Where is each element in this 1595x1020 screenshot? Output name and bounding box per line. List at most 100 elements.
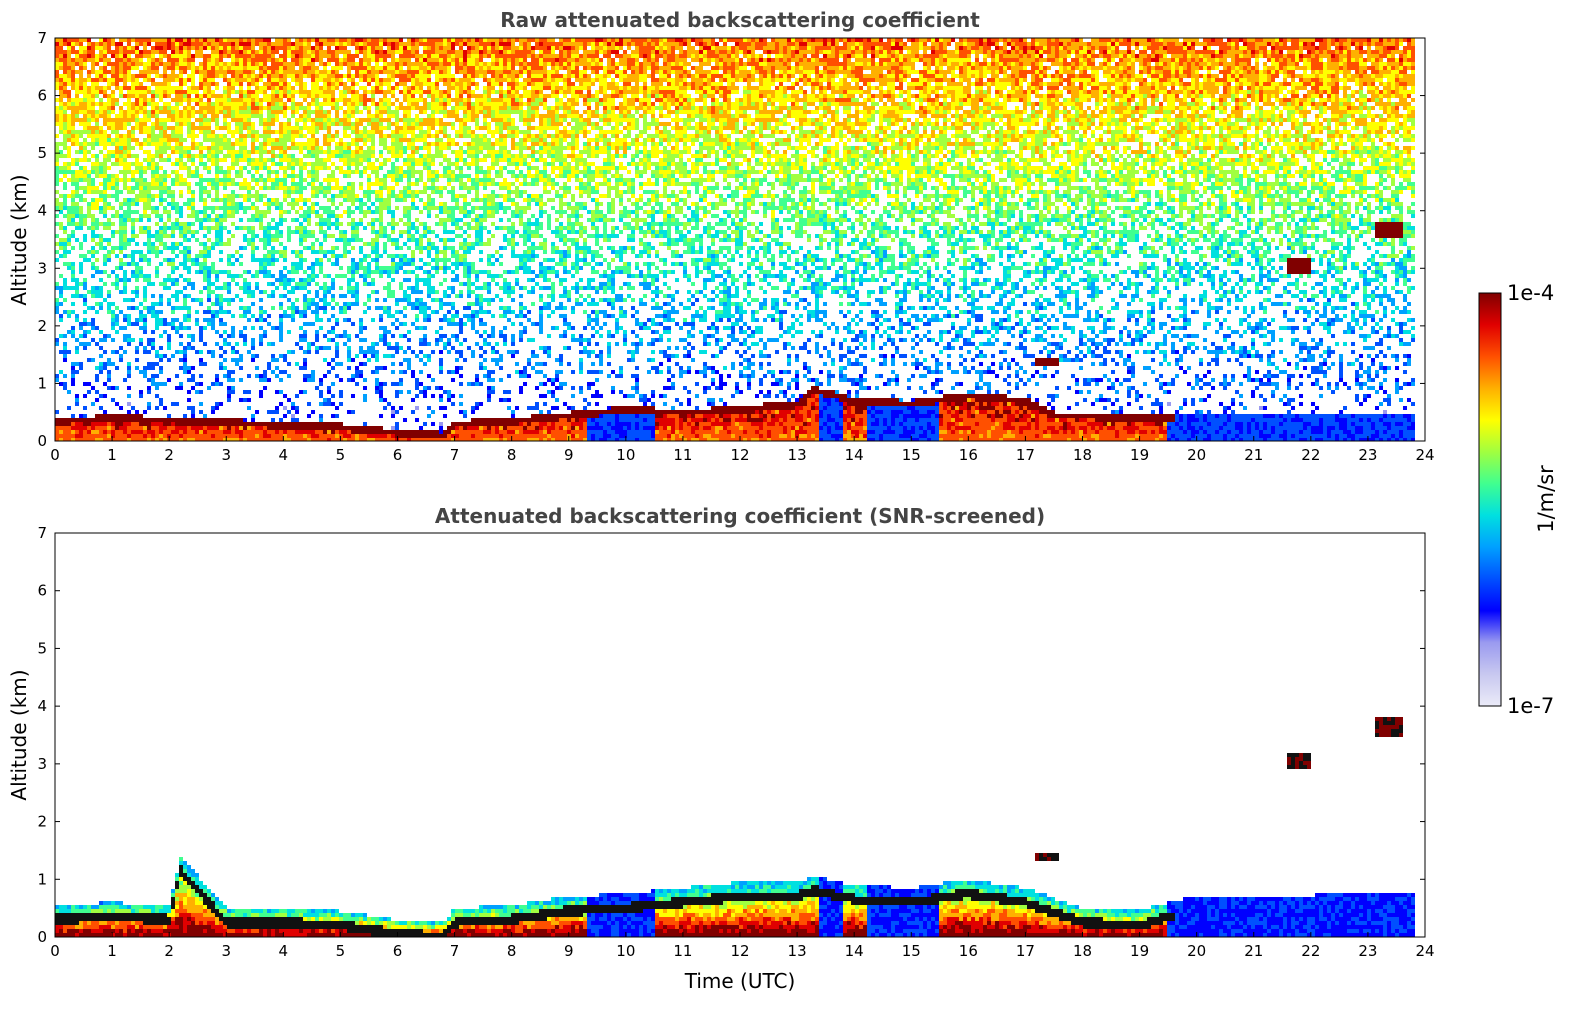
heatmap-cell (319, 298, 323, 302)
heatmap-cell (295, 198, 299, 202)
heatmap-cell (99, 198, 103, 202)
heatmap-cell (63, 278, 67, 282)
heatmap-cell (127, 102, 131, 106)
heatmap-cell (291, 402, 295, 406)
heatmap-cell (67, 434, 71, 438)
heatmap-cell (207, 238, 211, 242)
heatmap-cell (71, 38, 75, 42)
heatmap-cell (123, 418, 127, 422)
heatmap-cell (171, 182, 175, 186)
heatmap-cell (199, 338, 203, 342)
heatmap-cell (287, 66, 291, 70)
heatmap-cell (355, 194, 359, 198)
heatmap-cell (375, 118, 379, 122)
heatmap-cell (379, 38, 383, 42)
heatmap-cell (143, 258, 147, 262)
heatmap-cell (83, 166, 87, 170)
heatmap-cell (323, 134, 327, 138)
heatmap-cell (147, 274, 151, 278)
heatmap-cell (255, 42, 259, 46)
heatmap-cell (111, 38, 115, 42)
heatmap-cell (315, 90, 319, 94)
heatmap-cell (159, 182, 163, 186)
heatmap-cell (83, 218, 87, 222)
heatmap-cell (79, 102, 83, 106)
heatmap-cell (327, 426, 331, 430)
heatmap-cell (279, 422, 283, 426)
heatmap-cell (95, 294, 99, 298)
heatmap-cell (335, 414, 339, 418)
heatmap-cell (243, 46, 247, 50)
heatmap-cell (87, 94, 91, 98)
heatmap-cell (139, 230, 143, 234)
heatmap-cell (203, 66, 207, 70)
heatmap-cell (75, 214, 79, 218)
heatmap-cell (71, 334, 75, 338)
heatmap-cell (151, 250, 155, 254)
heatmap-cell (247, 50, 251, 54)
heatmap-cell (223, 322, 227, 326)
heatmap-cell (271, 358, 275, 362)
heatmap-cell (83, 330, 87, 334)
heatmap-cell (371, 190, 375, 194)
heatmap-cell (171, 58, 175, 62)
heatmap-cell (227, 182, 231, 186)
heatmap-cell (243, 338, 247, 342)
heatmap-cell (87, 74, 91, 78)
heatmap-cell (223, 330, 227, 334)
heatmap-cell (291, 230, 295, 234)
heatmap-cell (195, 438, 199, 441)
heatmap-cell (75, 314, 79, 318)
heatmap-cell (211, 326, 215, 330)
heatmap-cell (267, 78, 271, 82)
heatmap-cell (319, 438, 323, 441)
heatmap-cell (103, 86, 107, 90)
heatmap-cell (107, 222, 111, 226)
heatmap-cell (351, 202, 355, 206)
heatmap-cell (159, 42, 163, 46)
heatmap-cell (195, 94, 199, 98)
heatmap-cell (183, 350, 187, 354)
heatmap-cell (99, 270, 103, 274)
heatmap-cell (371, 122, 375, 126)
heatmap-cell (359, 134, 363, 138)
heatmap-cell (327, 174, 331, 178)
heatmap-cell (227, 66, 231, 70)
heatmap-cell (179, 214, 183, 218)
heatmap-cell (147, 342, 151, 346)
heatmap-cell (343, 54, 347, 58)
heatmap-cell (199, 82, 203, 86)
heatmap-cell (223, 198, 227, 202)
heatmap-cell (359, 426, 363, 430)
heatmap-cell (99, 286, 103, 290)
heatmap-cell (347, 366, 351, 370)
heatmap-cell (107, 430, 111, 434)
heatmap-cell (183, 346, 187, 350)
heatmap-cell (111, 398, 115, 402)
heatmap-cell (307, 126, 311, 130)
heatmap-cell (315, 42, 319, 46)
heatmap-cell (251, 326, 255, 330)
heatmap-cell (295, 406, 299, 410)
heatmap-cell (111, 430, 115, 434)
heatmap-cell (199, 426, 203, 430)
heatmap-cell (259, 146, 263, 150)
heatmap-cell (219, 298, 223, 302)
heatmap-cell (199, 186, 203, 190)
heatmap-cell (283, 426, 287, 430)
heatmap-cell (75, 38, 79, 42)
heatmap-cell (115, 174, 119, 178)
heatmap-cell (103, 66, 107, 70)
heatmap-cell (251, 422, 255, 426)
heatmap-cell (339, 286, 343, 290)
heatmap-cell (171, 226, 175, 230)
heatmap-cell (187, 266, 191, 270)
heatmap-cell (263, 186, 267, 190)
heatmap-cell (191, 422, 195, 426)
panel-raw: Raw attenuated backscattering coefficien… (7, 8, 1435, 464)
heatmap-cell (239, 86, 243, 90)
heatmap-cell (343, 158, 347, 162)
heatmap-cell (75, 278, 79, 282)
heatmap-cell (207, 290, 211, 294)
heatmap-cell (319, 258, 323, 262)
